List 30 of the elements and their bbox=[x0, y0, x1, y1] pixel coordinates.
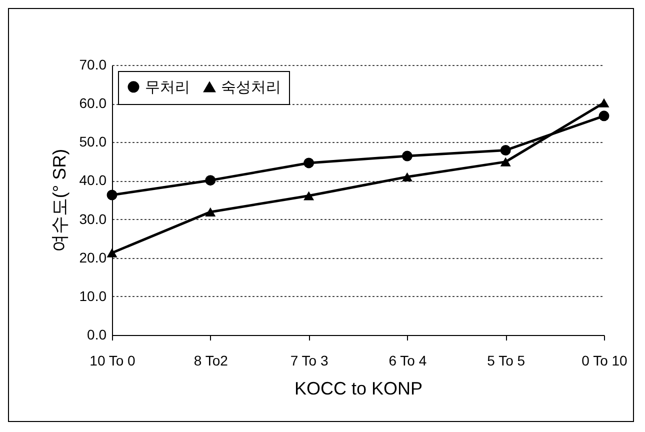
point bbox=[205, 175, 216, 186]
x-tick-label: 7 To 3 bbox=[290, 352, 328, 368]
point bbox=[106, 190, 118, 200]
legend-label: 숙성처리 bbox=[221, 79, 281, 96]
y-tick-label: 0.0 bbox=[87, 326, 107, 342]
y-tick-label: 30.0 bbox=[79, 210, 107, 227]
x-tick-label: 6 To 4 bbox=[388, 352, 427, 368]
y-tick-label: 60.0 bbox=[79, 95, 107, 112]
x-tick-label: 8 To2 bbox=[194, 352, 228, 368]
y-tick-label: 20.0 bbox=[79, 249, 107, 266]
point bbox=[500, 145, 511, 156]
x-axis-title: KOCC to KONP bbox=[294, 378, 423, 398]
point bbox=[304, 158, 314, 168]
point bbox=[500, 157, 511, 166]
x-tick-label: 10 To 0 bbox=[90, 352, 136, 368]
legend-label: 무처리 bbox=[145, 78, 190, 96]
point bbox=[106, 248, 118, 258]
y-tick-label: 50.0 bbox=[79, 134, 107, 150]
y-axis-title: 여수도(° SR) bbox=[49, 148, 70, 252]
point bbox=[205, 207, 216, 216]
point bbox=[304, 191, 314, 200]
y-tick-label: 40.0 bbox=[79, 172, 107, 188]
x-tick-label: 0 To 10 bbox=[582, 352, 628, 368]
y-tick-label: 70.0 bbox=[79, 56, 107, 72]
point bbox=[402, 150, 412, 162]
y-tick-label: 10.0 bbox=[79, 288, 107, 304]
point bbox=[598, 98, 610, 108]
point bbox=[402, 172, 412, 182]
x-tick-label: 5 To 5 bbox=[487, 352, 526, 368]
point bbox=[598, 110, 610, 122]
